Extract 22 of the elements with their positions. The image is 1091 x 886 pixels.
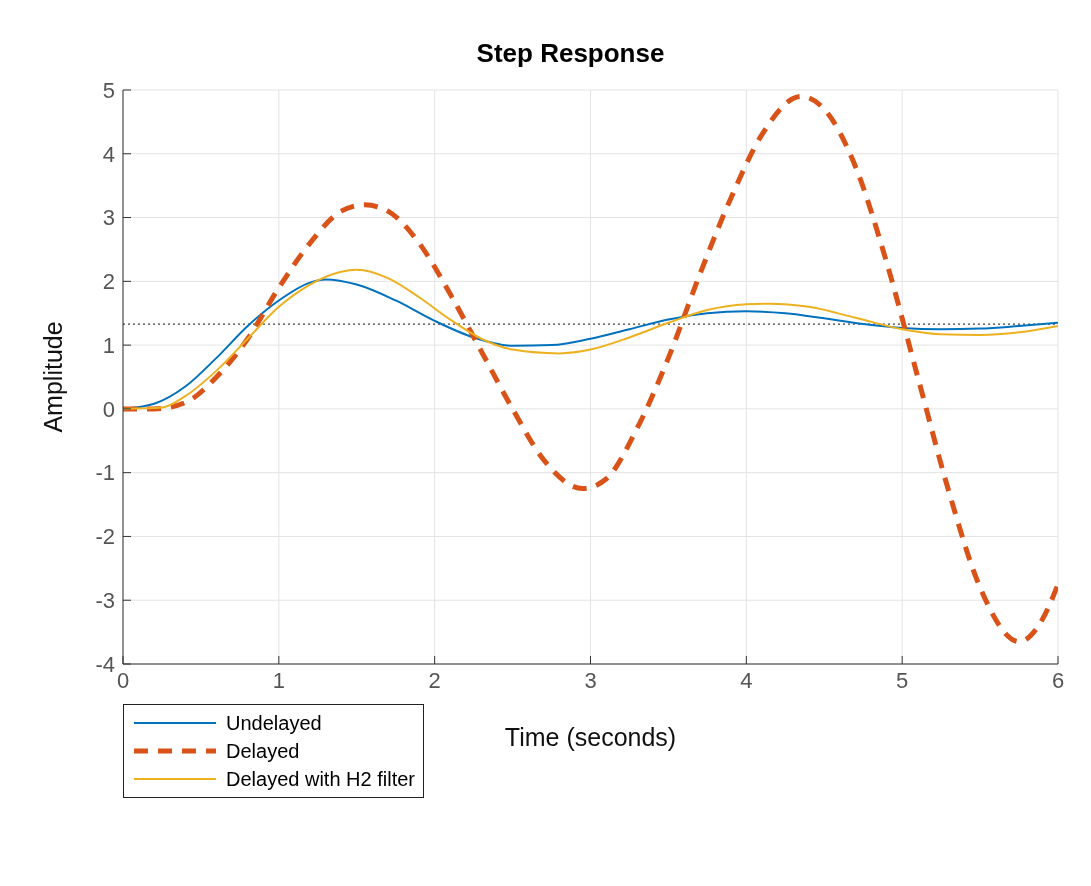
y-tick-label: -2 xyxy=(95,524,115,550)
y-tick-label: 2 xyxy=(102,269,115,295)
y-tick-label: -3 xyxy=(95,588,115,614)
y-axis-title: Amplitude xyxy=(38,321,67,433)
legend-label: Delayed with H2 filter xyxy=(226,767,415,791)
y-tick-label: 1 xyxy=(102,332,115,358)
legend-label: Delayed xyxy=(226,739,300,763)
y-tick-label: 4 xyxy=(102,141,115,167)
x-axis-title: Time (seconds) xyxy=(504,723,677,751)
y-tick-label: -4 xyxy=(95,651,115,677)
chart-title: Step Response xyxy=(475,38,666,69)
legend-label: Undelayed xyxy=(226,711,322,735)
y-tick-label: 0 xyxy=(102,396,115,422)
x-tick-label: 5 xyxy=(896,667,909,693)
x-tick-label: 2 xyxy=(428,667,441,693)
y-tick-label: 3 xyxy=(102,205,115,231)
y-tick-label: -1 xyxy=(95,460,115,486)
x-tick-label: 1 xyxy=(272,667,285,693)
x-tick-label: 6 xyxy=(1051,667,1065,693)
x-tick-label: 3 xyxy=(584,667,597,693)
y-tick-label: 5 xyxy=(102,77,115,103)
x-tick-label: 4 xyxy=(740,667,753,693)
